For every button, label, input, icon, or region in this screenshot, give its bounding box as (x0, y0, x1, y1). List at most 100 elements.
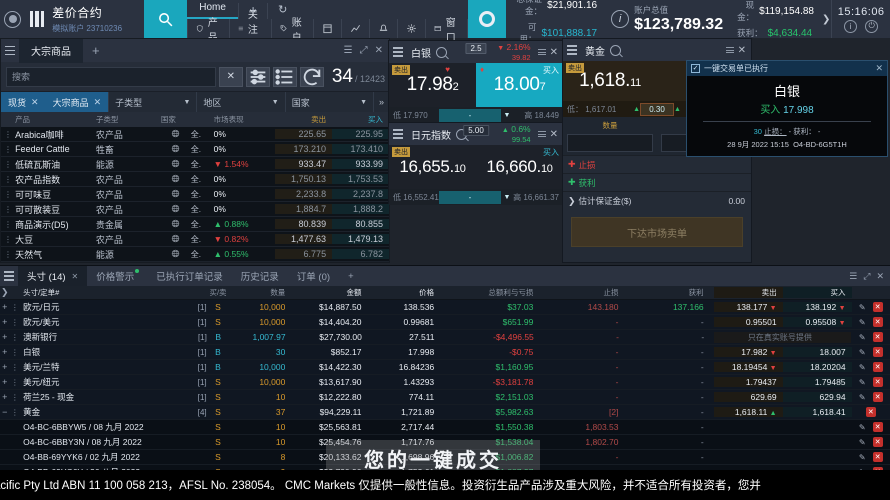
menu-item-accounts[interactable]: 账户 (272, 18, 315, 44)
grip-icon[interactable]: ☰ (849, 270, 858, 281)
edit-icon[interactable]: ✎ (858, 422, 866, 432)
menu-item-chart[interactable] (342, 19, 371, 38)
row-buy-price[interactable]: 1.79485 (782, 377, 852, 387)
row-menu-icon[interactable]: ⋮ (4, 204, 13, 214)
edit-icon[interactable]: ✎ (858, 347, 866, 357)
row-take-profit[interactable]: - (700, 317, 704, 327)
refresh-icon[interactable] (299, 66, 324, 87)
close-icon[interactable]: ✕ (875, 63, 883, 73)
row-menu-icon[interactable]: ⋮ (10, 377, 19, 387)
close-icon[interactable]: ✕ (876, 270, 884, 281)
close-position-icon[interactable]: ✕ (872, 377, 883, 387)
col-price[interactable]: 价格 (419, 288, 435, 297)
row-buy-price[interactable]: 2,237.8 (332, 189, 389, 199)
edit-icon[interactable]: ✎ (858, 392, 866, 402)
filter-select-region[interactable]: 地区 ▼ (196, 92, 284, 112)
position-row[interactable]: + ⋮ 欧元/美元 [1] S 10,000 $14,404.20 0.99681 $651.9… (0, 315, 890, 330)
close-icon[interactable]: ✕ (549, 128, 558, 140)
row-buy-price[interactable]: 225.95 (332, 129, 389, 139)
sell-button-gold[interactable]: 卖出 1,618.11 (563, 61, 657, 101)
row-sell-price[interactable]: 0.95501 (713, 317, 783, 327)
col-buy-sell[interactable]: 买/卖 (209, 288, 227, 297)
row-take-profit[interactable]: 137.166 (672, 302, 704, 312)
row-take-profit[interactable]: - (700, 452, 704, 462)
edit-icon[interactable]: ✎ (858, 452, 866, 462)
watchlist-row[interactable]: ⋮ 低硫瓦斯油 能源 全. ▼ 1.54% 933.47 933.99 (1, 157, 389, 172)
row-stop-loss[interactable]: - (615, 317, 619, 327)
close-position-icon[interactable]: ✕ (872, 317, 883, 327)
close-icon[interactable]: ✕ (549, 46, 558, 58)
sell-button-jpy[interactable]: 卖出 16,655.10 (389, 145, 476, 189)
search-input[interactable]: 搜索 (6, 66, 216, 87)
tab-history[interactable]: 历史记录 (240, 272, 279, 283)
row-buy-price[interactable]: 933.99 (332, 159, 389, 169)
row-menu-icon[interactable]: ⋮ (10, 407, 19, 417)
close-icon[interactable]: ✕ (374, 45, 383, 56)
ticket-menu-icon[interactable] (389, 129, 407, 139)
row-menu-icon[interactable]: ⋮ (10, 317, 19, 327)
row-take-profit[interactable]: - (700, 392, 704, 402)
watchlist-row[interactable]: ⋮ 商品演示(D5) 贵金属 全. ▲ 0.88% 80.839 80.855 (1, 217, 389, 232)
info-icon[interactable]: i (611, 10, 630, 28)
row-stop-loss[interactable]: - (616, 332, 620, 342)
position-row[interactable]: + ⋮ 美元/纽元 [1] S 10,000 $13,617.90 1.43293 -$3,18… (0, 375, 890, 390)
row-menu-icon[interactable]: ⋮ (4, 249, 13, 259)
filter-icon[interactable] (245, 66, 270, 87)
row-menu-icon[interactable]: ⋮ (10, 392, 19, 402)
expand-toggle[interactable]: − (2, 407, 8, 417)
col-sell[interactable]: 卖出 (311, 115, 327, 124)
row-buy-price[interactable]: 1,479.13 (332, 234, 389, 244)
position-sub-row[interactable]: O4-BC-6BBYW5 / 08 九月 2022 S 10 $25,563.81 2,… (0, 420, 890, 435)
row-sell-price[interactable]: 1,477.63 (275, 234, 333, 244)
row-buy-price[interactable]: 173.410 (332, 144, 389, 154)
row-sell-price[interactable]: 1.79437 (713, 377, 783, 387)
row-sell-price[interactable]: 1,750.13 (275, 174, 333, 184)
close-position-icon[interactable]: ✕ (872, 332, 883, 342)
row-menu-icon[interactable]: ⋮ (4, 159, 13, 169)
chevron-down-icon[interactable]: ▼ (503, 111, 511, 119)
row-menu-icon[interactable]: ⋮ (10, 362, 19, 372)
col-product[interactable]: 产品 (15, 115, 31, 124)
row-sell-price[interactable]: 17.982 ▼ (713, 347, 783, 357)
col-quantity[interactable]: 数量 (270, 288, 286, 297)
columns-icon[interactable] (272, 66, 297, 87)
row-menu-icon[interactable]: ⋮ (4, 234, 13, 244)
position-sub-row[interactable]: O4-BC-6BBY3N / 08 九月 2022 S 10 $25,454.76 1,… (0, 435, 890, 450)
col-position-id[interactable]: 头寸/定单# (23, 288, 60, 297)
tab-executed-orders[interactable]: 已执行订单记录 (156, 272, 223, 283)
col-sell[interactable]: 卖出 (713, 287, 783, 298)
row-menu-icon[interactable]: ⋮ (10, 332, 19, 342)
add-tab-button[interactable]: + (237, 3, 267, 19)
row-stop-loss[interactable]: - (615, 392, 619, 402)
watchlist-row[interactable]: ⋮ 农产品指数 农产品 全. 0% 1,750.13 1,753.53 (1, 172, 389, 187)
row-take-profit[interactable]: - (700, 422, 704, 432)
row-take-profit[interactable]: - (701, 332, 705, 342)
expand-toggle[interactable]: + (2, 377, 8, 387)
row-stop-loss[interactable]: - (615, 377, 619, 387)
filter-select-country[interactable]: 国家 ▼ (284, 92, 373, 112)
sell-button-silver[interactable]: 卖出 ♥ 17.982 (389, 63, 476, 107)
row-buy-price[interactable]: 1,753.53 (332, 174, 389, 184)
qty-input[interactable] (567, 134, 653, 152)
expand-toggle[interactable]: + (2, 332, 8, 342)
watchlist-row[interactable]: ⋮ Arabica咖啡 农产品 全. 0% 225.65 225.95 (1, 127, 389, 142)
position-row[interactable]: + ⋮ 澳新银行 [1] B 1,007.97 $27,730.00 27.511 -$4,49… (0, 330, 890, 345)
row-stop-loss[interactable]: - (615, 362, 619, 372)
row-take-profit[interactable]: - (700, 437, 704, 447)
row-buy-price[interactable]: 1,618.41 (782, 407, 852, 417)
row-sell-price[interactable]: 173.210 (275, 144, 333, 154)
more-filters-icon[interactable]: » (373, 92, 389, 112)
row-buy-price[interactable]: 80.855 (332, 219, 389, 229)
row-buy-price[interactable]: 138.192 ▼ (782, 302, 852, 312)
chevron-right-icon[interactable]: ❯ (821, 13, 831, 25)
close-position-icon[interactable]: ✕ (872, 422, 883, 432)
edit-icon[interactable]: ✎ (858, 332, 866, 342)
close-position-icon[interactable]: ✕ (872, 392, 883, 402)
row-menu-icon[interactable]: ⋮ (4, 219, 13, 229)
menu-item-products[interactable]: 产品 (187, 18, 231, 44)
grip-icon[interactable] (534, 49, 550, 55)
order-take-profit-row[interactable]: ✚ 获利 (563, 173, 751, 191)
clear-search-button[interactable]: ✕ (218, 66, 243, 87)
close-position-icon[interactable]: ✕ (872, 362, 883, 372)
tab-price-alerts[interactable]: 价格警示 (87, 266, 147, 286)
